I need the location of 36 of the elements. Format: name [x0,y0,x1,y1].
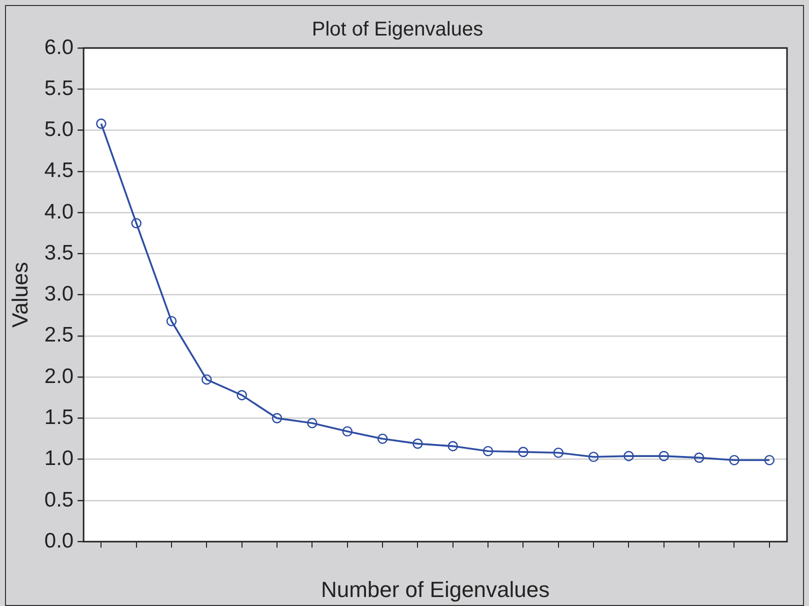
point [236,390,248,400]
y-tick-label: 1.0 [44,447,74,470]
point [307,418,318,428]
y-tick-label: 0.0 [44,529,74,552]
y-tick-label: 4.0 [44,200,74,224]
point [553,448,564,458]
point [764,455,775,466]
point [729,455,740,466]
y-tick-label: 3.0 [44,282,74,306]
point [588,452,599,462]
point [694,452,704,463]
point [166,316,177,326]
point [412,438,423,449]
y-tick-label: 3.5 [44,241,74,264]
y-tick-label: 5.0 [44,118,74,142]
point [658,450,670,462]
point [482,446,494,456]
point [624,450,634,462]
y-tick-label: 5.5 [44,76,74,100]
y-axis-title: Values [7,262,32,328]
point [448,441,458,452]
point [202,374,212,385]
y-tick-label: 0.5 [44,488,74,512]
point [96,118,106,129]
y-tick-label: 6.0 [44,36,74,59]
y-tick-label: 2.0 [44,364,74,388]
chart-title: Plot of Eigenvalues [312,18,484,41]
point [272,413,282,424]
point [377,434,388,444]
x-axis-title: Number of Eigenvalues [320,576,550,602]
y-tick-label: 2.5 [44,324,74,347]
point [131,218,142,228]
point [518,446,528,458]
y-tick-label: 4.5 [44,159,74,182]
y-tick-label: 1.5 [44,406,74,429]
point [342,426,353,437]
